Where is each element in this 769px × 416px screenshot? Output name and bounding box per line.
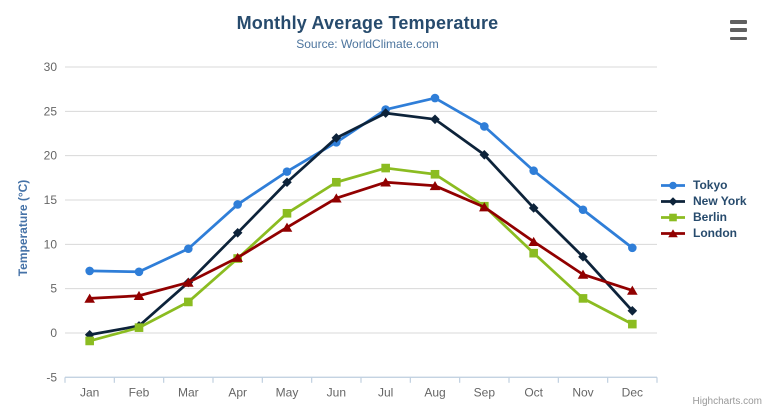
triangle-marker	[331, 193, 342, 203]
diamond-marker	[430, 114, 440, 125]
square-marker	[332, 177, 341, 187]
series-tokyo	[85, 93, 637, 277]
x-axis-category-label: Aug	[424, 385, 445, 399]
y-axis-tick-label: 20	[44, 149, 58, 163]
hamburger-icon	[730, 28, 747, 32]
chart-subtitle: Source: WorldClimate.com	[296, 37, 439, 51]
square-marker	[134, 323, 144, 332]
x-axis-category-label: Jun	[327, 385, 346, 399]
square-marker	[85, 336, 94, 346]
triangle-marker	[380, 177, 391, 187]
square-marker	[628, 319, 637, 329]
y-axis-tick-label: 10	[44, 237, 58, 251]
square-marker	[184, 297, 193, 307]
series-line	[88, 166, 634, 343]
triangle-marker	[183, 277, 194, 287]
circle-marker	[85, 266, 94, 276]
x-axis-category-label: Mar	[178, 385, 199, 399]
legend-triangle-icon	[661, 228, 685, 237]
legend-item-london[interactable]: London	[660, 225, 747, 241]
chart-title: Monthly Average Temperature	[236, 13, 499, 33]
square-marker	[430, 169, 440, 179]
hamburger-icon	[730, 20, 747, 24]
y-axis-tick-label: 0	[50, 326, 57, 340]
hamburger-icon	[730, 36, 747, 40]
diamond-marker	[380, 108, 391, 118]
triangle-marker	[479, 202, 490, 212]
context-menu-button[interactable]	[730, 20, 750, 40]
legend-circle-icon	[661, 181, 685, 189]
triangle-marker	[84, 293, 95, 303]
triangle-marker	[281, 222, 293, 232]
y-axis-tick-label: -5	[46, 370, 57, 384]
series-line	[88, 111, 634, 337]
series-new-york	[84, 108, 638, 340]
square-marker	[282, 208, 292, 218]
legend-item-new-york[interactable]: New York	[660, 193, 747, 209]
triangle-marker	[627, 285, 638, 295]
triangle-marker	[528, 236, 539, 246]
circle-marker	[628, 243, 637, 253]
square-marker	[578, 294, 588, 303]
square-marker	[529, 248, 538, 258]
credits-link[interactable]: Highcharts.com	[692, 396, 762, 407]
diamond-marker	[578, 251, 588, 262]
legend-label: London	[693, 226, 737, 240]
triangle-marker	[133, 290, 145, 301]
circle-marker	[184, 244, 193, 254]
square-marker	[381, 163, 390, 173]
y-axis-title: Temperature (°C)	[16, 179, 30, 277]
circle-marker	[480, 122, 489, 131]
diamond-marker	[232, 227, 243, 238]
legend-label: Tokyo	[693, 178, 728, 192]
x-axis-category-label: Oct	[524, 385, 543, 399]
series-line	[88, 180, 634, 300]
x-axis-category-label: Jul	[378, 385, 393, 399]
x-axis-category-label: Dec	[622, 385, 643, 399]
circle-marker	[233, 200, 242, 209]
legend-square-icon	[661, 213, 685, 221]
circle-marker	[134, 267, 144, 277]
legend-diamond-icon	[661, 196, 685, 206]
legend-label: Berlin	[693, 210, 728, 224]
legend-item-tokyo[interactable]: Tokyo	[660, 177, 747, 193]
diamond-marker	[528, 203, 539, 213]
legend-label: New York	[693, 194, 747, 208]
diamond-marker	[84, 329, 95, 340]
y-axis-tick-label: 5	[50, 282, 57, 296]
triangle-marker	[429, 181, 441, 191]
y-axis-tick-label: 15	[44, 193, 58, 207]
series-london	[84, 177, 638, 303]
triangle-marker	[577, 269, 589, 279]
x-axis-category-label: Feb	[129, 385, 150, 399]
legend: Tokyo New York Berlin London	[660, 177, 747, 241]
x-axis-category-label: May	[276, 385, 299, 399]
diamond-marker	[479, 149, 490, 160]
x-axis-category-label: Apr	[228, 385, 247, 399]
diamond-marker	[331, 133, 342, 143]
x-axis-category-label: Jan	[80, 385, 99, 399]
diamond-marker	[627, 306, 638, 316]
circle-marker	[578, 205, 588, 215]
x-axis-category-label: Sep	[474, 385, 496, 399]
circle-marker	[529, 166, 538, 176]
x-axis-category-label: Nov	[572, 385, 593, 399]
circle-marker	[282, 167, 292, 176]
y-axis-tick-label: 25	[44, 104, 58, 118]
triangle-marker	[232, 252, 243, 262]
circle-marker	[430, 93, 440, 103]
diamond-marker	[282, 177, 292, 188]
y-axis-tick-label: 30	[44, 60, 58, 74]
legend-item-berlin[interactable]: Berlin	[660, 209, 747, 225]
